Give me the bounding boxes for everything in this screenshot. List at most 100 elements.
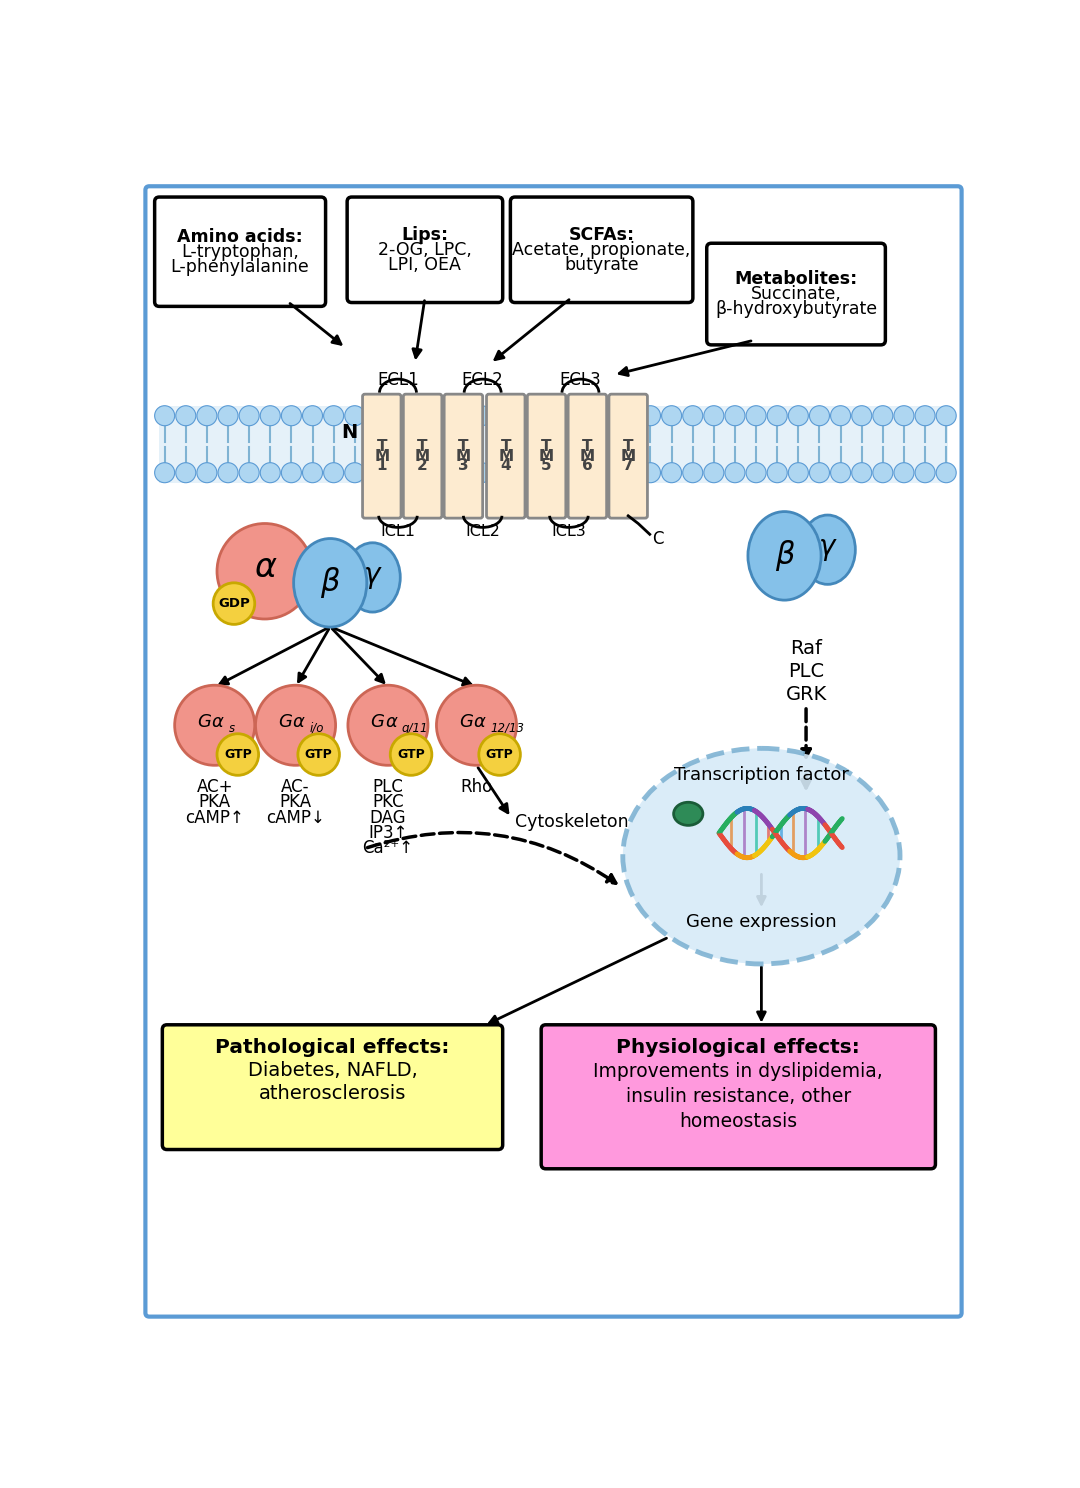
- Text: Physiological effects:: Physiological effects:: [617, 1037, 860, 1056]
- Text: T: T: [458, 439, 469, 454]
- FancyBboxPatch shape: [527, 394, 566, 518]
- Circle shape: [788, 463, 808, 482]
- Text: β: β: [321, 567, 340, 598]
- Circle shape: [429, 463, 449, 482]
- FancyBboxPatch shape: [154, 196, 325, 307]
- FancyBboxPatch shape: [568, 394, 607, 518]
- Ellipse shape: [800, 515, 855, 585]
- Circle shape: [577, 406, 597, 426]
- Text: α: α: [293, 713, 305, 731]
- Ellipse shape: [674, 802, 703, 826]
- Ellipse shape: [294, 539, 367, 626]
- Text: β-hydroxybutyrate: β-hydroxybutyrate: [715, 301, 877, 318]
- Circle shape: [852, 463, 872, 482]
- Circle shape: [218, 406, 238, 426]
- Text: G: G: [197, 713, 211, 731]
- Circle shape: [390, 734, 432, 775]
- Text: 7: 7: [623, 458, 634, 473]
- Text: 2-OG, LPC,: 2-OG, LPC,: [378, 241, 472, 259]
- Circle shape: [366, 406, 386, 426]
- Text: LPI, OEA: LPI, OEA: [389, 256, 461, 274]
- Circle shape: [915, 463, 935, 482]
- Circle shape: [492, 463, 513, 482]
- Circle shape: [894, 463, 914, 482]
- Circle shape: [387, 406, 407, 426]
- Circle shape: [429, 406, 449, 426]
- Circle shape: [852, 406, 872, 426]
- Circle shape: [324, 463, 343, 482]
- Text: Cytoskeleton: Cytoskeleton: [515, 814, 629, 832]
- Text: Amino acids:: Amino acids:: [177, 228, 303, 246]
- Circle shape: [809, 463, 829, 482]
- Circle shape: [598, 406, 618, 426]
- Circle shape: [873, 406, 893, 426]
- Text: IP3↑: IP3↑: [368, 824, 407, 842]
- Text: 6: 6: [582, 458, 593, 473]
- FancyBboxPatch shape: [444, 394, 483, 518]
- Text: ICL3: ICL3: [552, 524, 586, 539]
- Text: M: M: [539, 449, 554, 464]
- Text: T: T: [582, 439, 593, 454]
- Text: Raf: Raf: [791, 638, 822, 658]
- Text: G: G: [370, 713, 384, 731]
- Text: DAG: DAG: [369, 808, 406, 827]
- Text: M: M: [621, 449, 636, 464]
- Text: Acetate, propionate,: Acetate, propionate,: [512, 241, 691, 259]
- Circle shape: [260, 463, 281, 482]
- Circle shape: [619, 463, 639, 482]
- Circle shape: [408, 406, 428, 426]
- Circle shape: [408, 463, 428, 482]
- Text: 12/13: 12/13: [490, 722, 525, 735]
- Text: Gene expression: Gene expression: [686, 912, 837, 930]
- Circle shape: [154, 406, 175, 426]
- Circle shape: [176, 463, 195, 482]
- Text: M: M: [580, 449, 595, 464]
- Bar: [159, 406, 948, 482]
- Text: α: α: [386, 713, 397, 731]
- Text: GTP: GTP: [305, 748, 333, 760]
- Text: PKC: PKC: [373, 793, 404, 811]
- Circle shape: [514, 406, 534, 426]
- Text: Diabetes, NAFLD,: Diabetes, NAFLD,: [247, 1061, 417, 1080]
- Text: ICL2: ICL2: [465, 524, 500, 539]
- Text: γ: γ: [820, 533, 836, 561]
- Text: GTP: GTP: [397, 748, 424, 760]
- Circle shape: [197, 463, 217, 482]
- Circle shape: [345, 406, 365, 426]
- Text: q/11: q/11: [402, 722, 429, 735]
- Text: homeostasis: homeostasis: [679, 1112, 797, 1131]
- Circle shape: [683, 463, 703, 482]
- Circle shape: [324, 406, 343, 426]
- Text: AC-: AC-: [281, 778, 310, 796]
- Text: T: T: [623, 439, 634, 454]
- Text: GDP: GDP: [218, 597, 249, 610]
- Text: PLC: PLC: [788, 662, 824, 682]
- Text: SCFAs:: SCFAs:: [568, 226, 635, 244]
- Text: 2: 2: [417, 458, 428, 473]
- Circle shape: [767, 406, 787, 426]
- Text: 4: 4: [500, 458, 511, 473]
- Circle shape: [472, 463, 491, 482]
- Circle shape: [387, 463, 407, 482]
- Circle shape: [154, 463, 175, 482]
- Circle shape: [535, 406, 555, 426]
- Circle shape: [197, 406, 217, 426]
- Circle shape: [436, 684, 516, 765]
- Circle shape: [894, 406, 914, 426]
- Circle shape: [640, 406, 661, 426]
- Circle shape: [767, 463, 787, 482]
- Circle shape: [345, 463, 365, 482]
- Text: Succinate,: Succinate,: [751, 286, 841, 304]
- Text: AC+: AC+: [197, 778, 233, 796]
- Circle shape: [218, 463, 238, 482]
- Circle shape: [831, 406, 851, 426]
- Circle shape: [598, 463, 618, 482]
- Circle shape: [725, 406, 745, 426]
- Circle shape: [298, 734, 339, 775]
- Circle shape: [704, 406, 724, 426]
- FancyBboxPatch shape: [486, 394, 525, 518]
- Text: cAMP↑: cAMP↑: [186, 808, 244, 827]
- Text: M: M: [415, 449, 430, 464]
- Circle shape: [619, 406, 639, 426]
- Text: γ: γ: [364, 561, 381, 589]
